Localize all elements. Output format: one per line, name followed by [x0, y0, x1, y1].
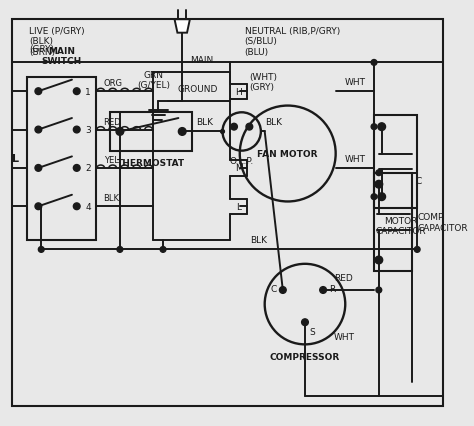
Text: THERMOSTAT: THERMOSTAT	[117, 159, 185, 168]
Circle shape	[320, 287, 327, 294]
Circle shape	[35, 204, 42, 210]
Circle shape	[35, 89, 42, 95]
Text: BLK: BLK	[104, 194, 119, 203]
Circle shape	[38, 247, 44, 253]
Bar	[374, 173, 412, 272]
Circle shape	[160, 247, 166, 253]
Circle shape	[378, 193, 385, 201]
Circle shape	[73, 89, 80, 95]
Text: MOTOR
CAPACITOR: MOTOR CAPACITOR	[375, 216, 426, 236]
Text: L: L	[12, 154, 19, 164]
Text: H: H	[236, 87, 242, 96]
Circle shape	[375, 181, 383, 189]
Circle shape	[375, 256, 383, 264]
Text: ORG: ORG	[104, 79, 123, 88]
Text: RED: RED	[104, 118, 121, 127]
Circle shape	[116, 128, 124, 136]
Circle shape	[73, 127, 80, 134]
Text: 1: 1	[85, 87, 91, 96]
Text: YEL: YEL	[104, 155, 118, 165]
Text: COMPRESSOR: COMPRESSOR	[270, 352, 340, 361]
Text: FAN MOTOR: FAN MOTOR	[257, 150, 318, 158]
Text: WHT: WHT	[344, 155, 365, 164]
Circle shape	[378, 124, 385, 131]
Text: MAIN
SWITCH: MAIN SWITCH	[41, 47, 82, 66]
Text: L: L	[237, 202, 241, 211]
Text: GRN
(G/YEL): GRN (G/YEL)	[137, 71, 170, 90]
Circle shape	[73, 165, 80, 172]
Bar	[110, 113, 192, 151]
Bar	[27, 78, 96, 240]
Text: O.L.P.: O.L.P.	[229, 157, 254, 166]
Text: 2: 2	[85, 164, 91, 173]
Circle shape	[35, 127, 42, 134]
Text: WHT: WHT	[344, 78, 365, 87]
Text: NEUTRAL (RIB,P/GRY)
(S/BLU)
(BLU): NEUTRAL (RIB,P/GRY) (S/BLU) (BLU)	[245, 27, 340, 57]
Circle shape	[371, 124, 377, 130]
Text: (WHT)
(GRY): (WHT) (GRY)	[249, 73, 277, 92]
Text: 3: 3	[85, 126, 91, 135]
Circle shape	[414, 247, 420, 253]
Circle shape	[35, 165, 42, 172]
Text: C: C	[271, 284, 277, 293]
Text: LIVE (P/GRY)
(BLK)
(BRN): LIVE (P/GRY) (BLK) (BRN)	[29, 27, 84, 57]
Text: WHT: WHT	[334, 332, 355, 341]
Text: S: S	[310, 327, 316, 336]
Circle shape	[376, 288, 382, 293]
Circle shape	[301, 319, 308, 326]
Circle shape	[246, 124, 253, 131]
Text: C: C	[415, 176, 421, 185]
Circle shape	[73, 204, 80, 210]
Circle shape	[371, 60, 377, 66]
Circle shape	[231, 124, 237, 131]
Circle shape	[220, 130, 224, 134]
Text: 4: 4	[85, 202, 91, 211]
Circle shape	[376, 170, 382, 176]
Text: (GRY): (GRY)	[29, 45, 54, 54]
Circle shape	[178, 128, 186, 136]
Text: MAIN: MAIN	[190, 56, 213, 65]
Bar	[374, 116, 417, 209]
Text: BLK: BLK	[264, 118, 282, 127]
Text: RED: RED	[334, 273, 353, 283]
Text: GROUND: GROUND	[177, 85, 218, 94]
Text: BLK: BLK	[250, 235, 267, 244]
Circle shape	[280, 287, 286, 294]
Text: BLK: BLK	[197, 118, 214, 127]
Text: R: R	[329, 284, 335, 293]
Circle shape	[371, 194, 377, 200]
Text: M: M	[235, 164, 243, 173]
Text: COMP
CAPACITOR: COMP CAPACITOR	[417, 213, 468, 232]
Polygon shape	[174, 20, 190, 34]
Circle shape	[117, 247, 123, 253]
